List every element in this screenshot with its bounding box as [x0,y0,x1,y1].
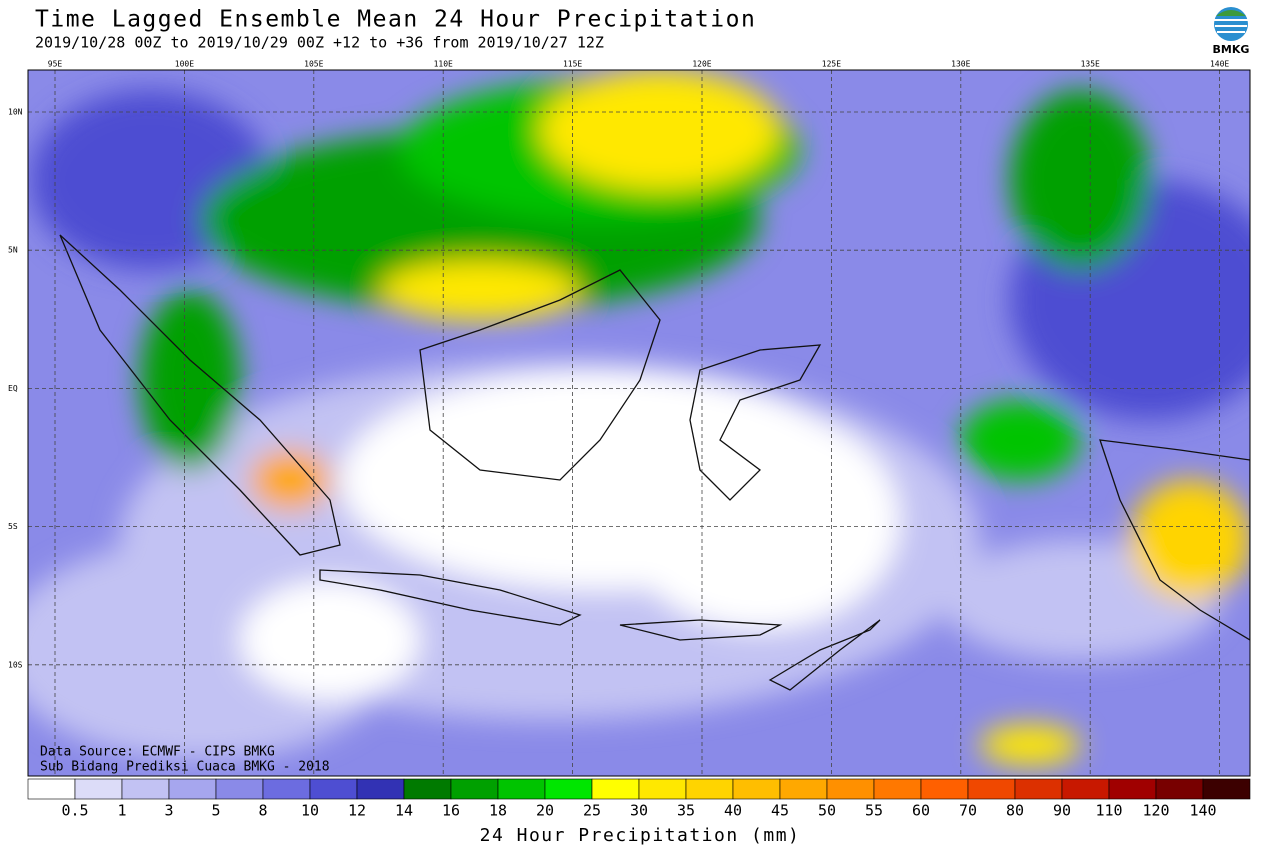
colorbar-label: 0.5 [61,802,88,820]
colorbar-label: 3 [164,802,173,820]
colorbar-swatch [74,778,123,800]
colorbar-label: 30 [630,802,648,820]
colorbar-label: 45 [771,802,789,820]
colorbar-swatch [1108,778,1157,800]
colorbar-label: 110 [1095,802,1122,820]
colorbar-label: 5 [211,802,220,820]
colorbar-label: 35 [677,802,695,820]
colorbar-label: 90 [1053,802,1071,820]
colorbar-swatch [356,778,405,800]
colorbar-label: 40 [724,802,742,820]
colorbar-swatch [27,778,76,800]
colorbar-swatch [497,778,546,800]
colorbar-label: 18 [489,802,507,820]
longitude-label: 110E [434,60,453,69]
precipitation-field [28,70,1250,776]
colorbar-swatch [826,778,875,800]
colorbar-label: 16 [442,802,460,820]
colorbar-label: 10 [301,802,319,820]
longitude-label: 105E [304,60,323,69]
colorbar-label: 55 [865,802,883,820]
longitude-label: 115E [563,60,582,69]
colorbar-swatch [121,778,170,800]
colorbar-swatch [450,778,499,800]
field-shading [28,70,1250,765]
latitude-label: 5S [8,522,18,531]
longitude-label: 120E [692,60,711,69]
colorbar-swatch [215,778,264,800]
colorbar-label: 8 [258,802,267,820]
colorbar-label: 60 [912,802,930,820]
colorbar-label: 70 [959,802,977,820]
colorbar-label: 14 [395,802,413,820]
colorbar-swatch [1061,778,1110,800]
colorbar-swatch [544,778,593,800]
latitude-label: 10S [8,660,23,669]
colorbar-swatch [168,778,217,800]
colorbar-swatch [967,778,1016,800]
colorbar-swatch [638,778,687,800]
colorbar-swatch [403,778,452,800]
colorbar-label: 12 [348,802,366,820]
longitude-label: 130E [951,60,970,69]
colorbar-title: 24 Hour Precipitation (mm) [480,825,801,846]
colorbar-swatch [591,778,640,800]
latitude-label: EQ [8,384,18,393]
colorbar-swatch [873,778,922,800]
logo: BMKG [1213,7,1250,56]
colorbar-swatch [779,778,828,800]
colorbar-label: 50 [818,802,836,820]
colorbar-label: 80 [1006,802,1024,820]
data-source-note: Data Source: ECMWF - CIPS BMKG [40,745,275,760]
colorbar-label: 140 [1189,802,1216,820]
logo-text: BMKG [1213,43,1250,56]
latitude-label: 10N [8,108,23,117]
colorbar-swatch [1014,778,1063,800]
subtitle: 2019/10/28 00Z to 2019/10/29 00Z +12 to … [35,34,604,52]
colorbar-swatch [920,778,969,800]
logo-lines [1214,19,1248,33]
longitude-label: 95E [48,60,63,69]
colorbar-label: 25 [583,802,601,820]
title: Time Lagged Ensemble Mean 24 Hour Precip… [35,7,756,33]
longitude-label: 100E [175,60,194,69]
colorbar-label: 20 [536,802,554,820]
colorbar-swatch [732,778,781,800]
longitude-label: 135E [1081,60,1100,69]
logo-arc [1216,10,1246,16]
colorbar-swatch [1155,778,1204,800]
latitude-label: 5N [8,246,18,255]
colorbar-swatch [309,778,358,800]
colorbar-swatch [685,778,734,800]
longitude-label: 140E [1210,60,1229,69]
colorbar-swatch [262,778,311,800]
graticule: 95E 100E 105E 110E 115E 120E 125E 130E 135E 140E 1… [8,60,1250,776]
colorbar-label: 1 [117,802,126,820]
credit-note: Sub Bidang Prediksi Cuaca BMKG - 2018 [40,760,330,775]
colorbar: 0.5 1 3 5 8 10 12 14 16 18 20 25 30 35 40 45 50 55 60 70 80 9… [27,778,1251,820]
colorbar-swatch [1202,778,1251,800]
longitude-label: 125E [822,60,841,69]
map-frame [27,69,1251,777]
colorbar-label: 120 [1142,802,1169,820]
coastlines [59,234,1250,691]
